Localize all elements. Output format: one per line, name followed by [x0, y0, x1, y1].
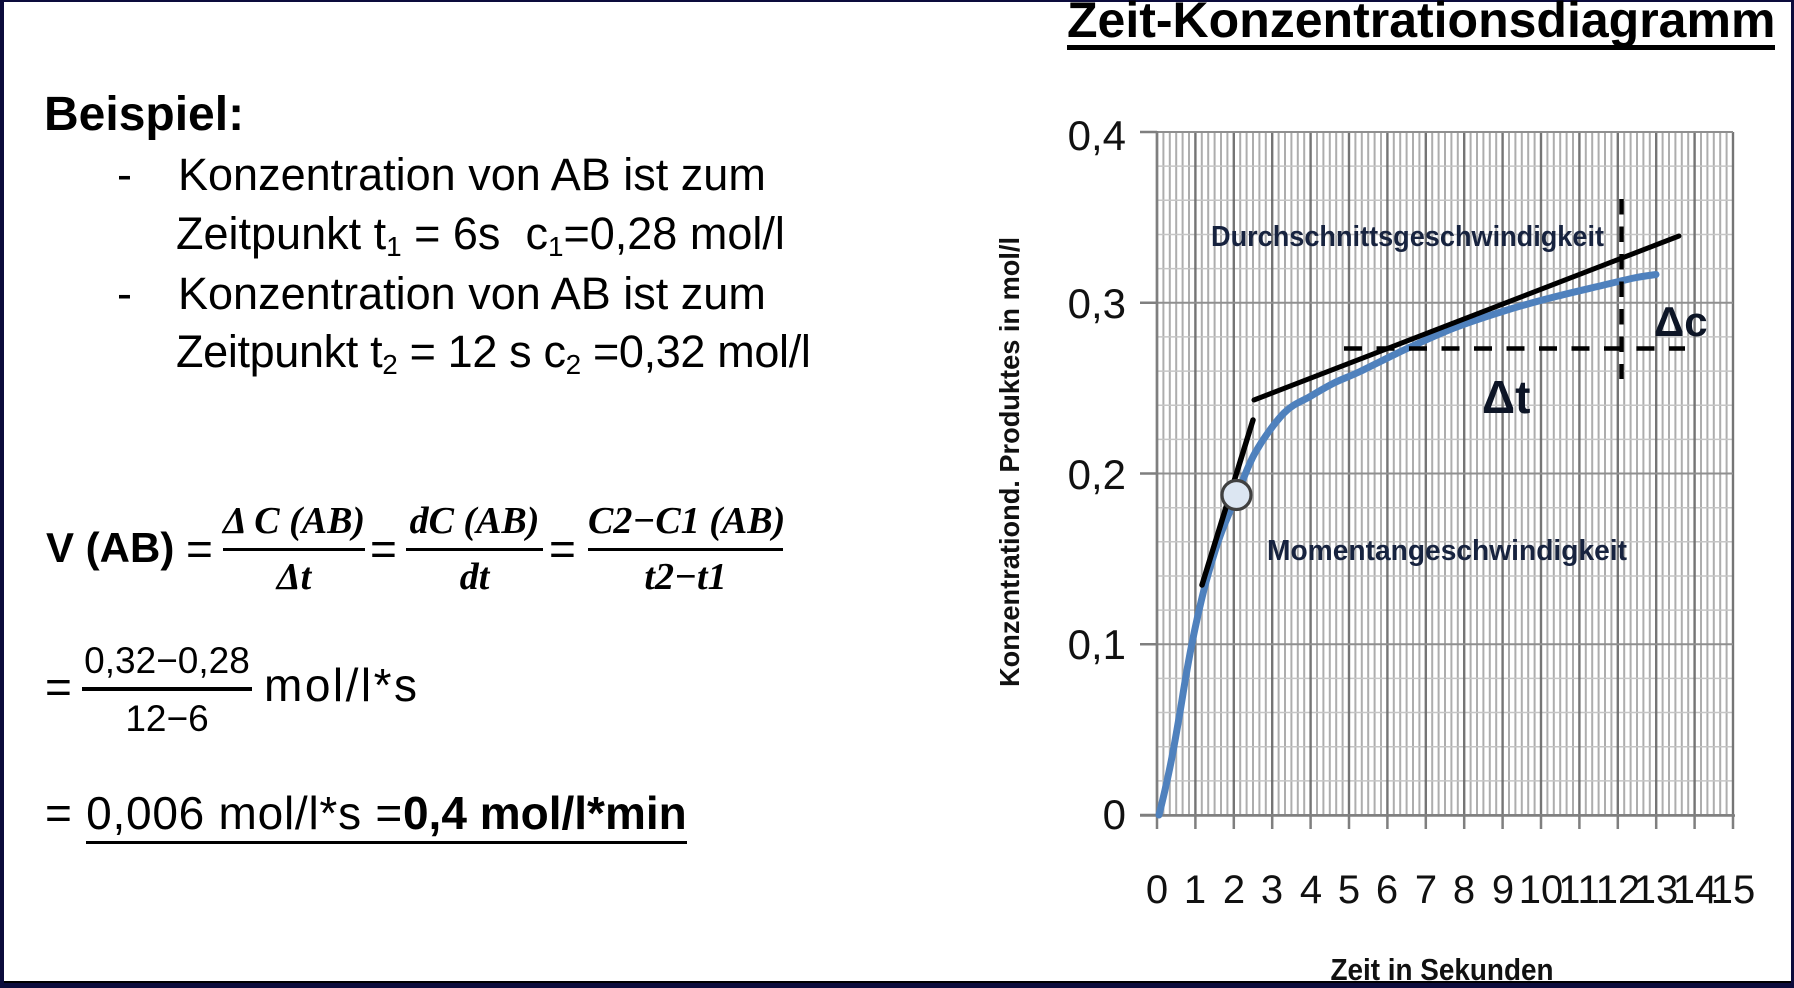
svg-text:Momentangeschwindigkeit: Momentangeschwindigkeit — [1267, 535, 1627, 567]
svg-text:Zeit in Sekunden: Zeit in Sekunden — [1331, 952, 1554, 983]
svg-text:7: 7 — [1415, 868, 1437, 912]
svg-text:0,3: 0,3 — [1068, 280, 1126, 327]
svg-text:2: 2 — [1223, 868, 1245, 912]
svg-text:6: 6 — [1376, 868, 1398, 912]
svg-text:14: 14 — [1673, 868, 1718, 912]
svg-text:0,2: 0,2 — [1068, 451, 1126, 498]
svg-text:12: 12 — [1596, 868, 1641, 912]
svg-text:Δc: Δc — [1654, 298, 1708, 345]
svg-text:11: 11 — [1558, 868, 1600, 912]
svg-text:1: 1 — [1184, 868, 1206, 912]
svg-text:4: 4 — [1300, 868, 1322, 912]
svg-text:15: 15 — [1711, 868, 1756, 912]
svg-text:Δt: Δt — [1482, 371, 1530, 423]
svg-text:0,4: 0,4 — [1068, 112, 1126, 159]
svg-text:8: 8 — [1453, 868, 1475, 912]
svg-text:0: 0 — [1103, 791, 1126, 838]
svg-text:0,1: 0,1 — [1068, 621, 1126, 668]
svg-text:13: 13 — [1634, 868, 1679, 912]
svg-text:10: 10 — [1519, 868, 1564, 912]
svg-text:Durchschnittsgeschwindigkeit: Durchschnittsgeschwindigkeit — [1211, 221, 1604, 253]
svg-text:9: 9 — [1492, 868, 1514, 912]
svg-text:3: 3 — [1261, 868, 1283, 912]
svg-text:Konzentrationd. Produktes in m: Konzentrationd. Produktes in mol/l — [994, 237, 1025, 687]
svg-text:0: 0 — [1146, 868, 1168, 912]
svg-text:5: 5 — [1338, 868, 1360, 912]
